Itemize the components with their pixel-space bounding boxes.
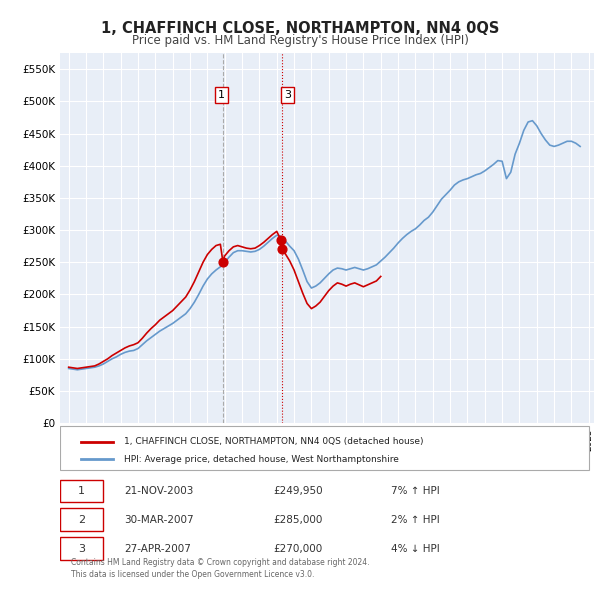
Text: £285,000: £285,000 (274, 514, 323, 525)
Text: 1: 1 (218, 90, 225, 100)
Text: £249,950: £249,950 (274, 486, 323, 496)
Text: 21-NOV-2003: 21-NOV-2003 (124, 486, 193, 496)
Text: £270,000: £270,000 (274, 544, 323, 553)
Text: 4% ↓ HPI: 4% ↓ HPI (391, 544, 440, 553)
FancyBboxPatch shape (60, 480, 103, 502)
Text: 3: 3 (78, 544, 85, 553)
Text: Price paid vs. HM Land Registry's House Price Index (HPI): Price paid vs. HM Land Registry's House … (131, 34, 469, 47)
Text: 2% ↑ HPI: 2% ↑ HPI (391, 514, 440, 525)
Text: 30-MAR-2007: 30-MAR-2007 (124, 514, 194, 525)
Text: 7% ↑ HPI: 7% ↑ HPI (391, 486, 440, 496)
Text: Contains HM Land Registry data © Crown copyright and database right 2024.
This d: Contains HM Land Registry data © Crown c… (71, 558, 369, 579)
Text: HPI: Average price, detached house, West Northamptonshire: HPI: Average price, detached house, West… (124, 455, 399, 464)
Text: 1, CHAFFINCH CLOSE, NORTHAMPTON, NN4 0QS (detached house): 1, CHAFFINCH CLOSE, NORTHAMPTON, NN4 0QS… (124, 437, 424, 446)
Text: 3: 3 (284, 90, 291, 100)
Point (276, 235, 286, 244)
Text: 2: 2 (78, 514, 85, 525)
Text: 1, CHAFFINCH CLOSE, NORTHAMPTON, NN4 0QS: 1, CHAFFINCH CLOSE, NORTHAMPTON, NN4 0QS (101, 21, 499, 35)
Text: 1: 1 (78, 486, 85, 496)
FancyBboxPatch shape (60, 427, 589, 470)
FancyBboxPatch shape (60, 537, 103, 560)
Point (218, 258, 228, 267)
Point (278, 245, 287, 254)
Text: 27-APR-2007: 27-APR-2007 (124, 544, 191, 553)
FancyBboxPatch shape (60, 509, 103, 531)
